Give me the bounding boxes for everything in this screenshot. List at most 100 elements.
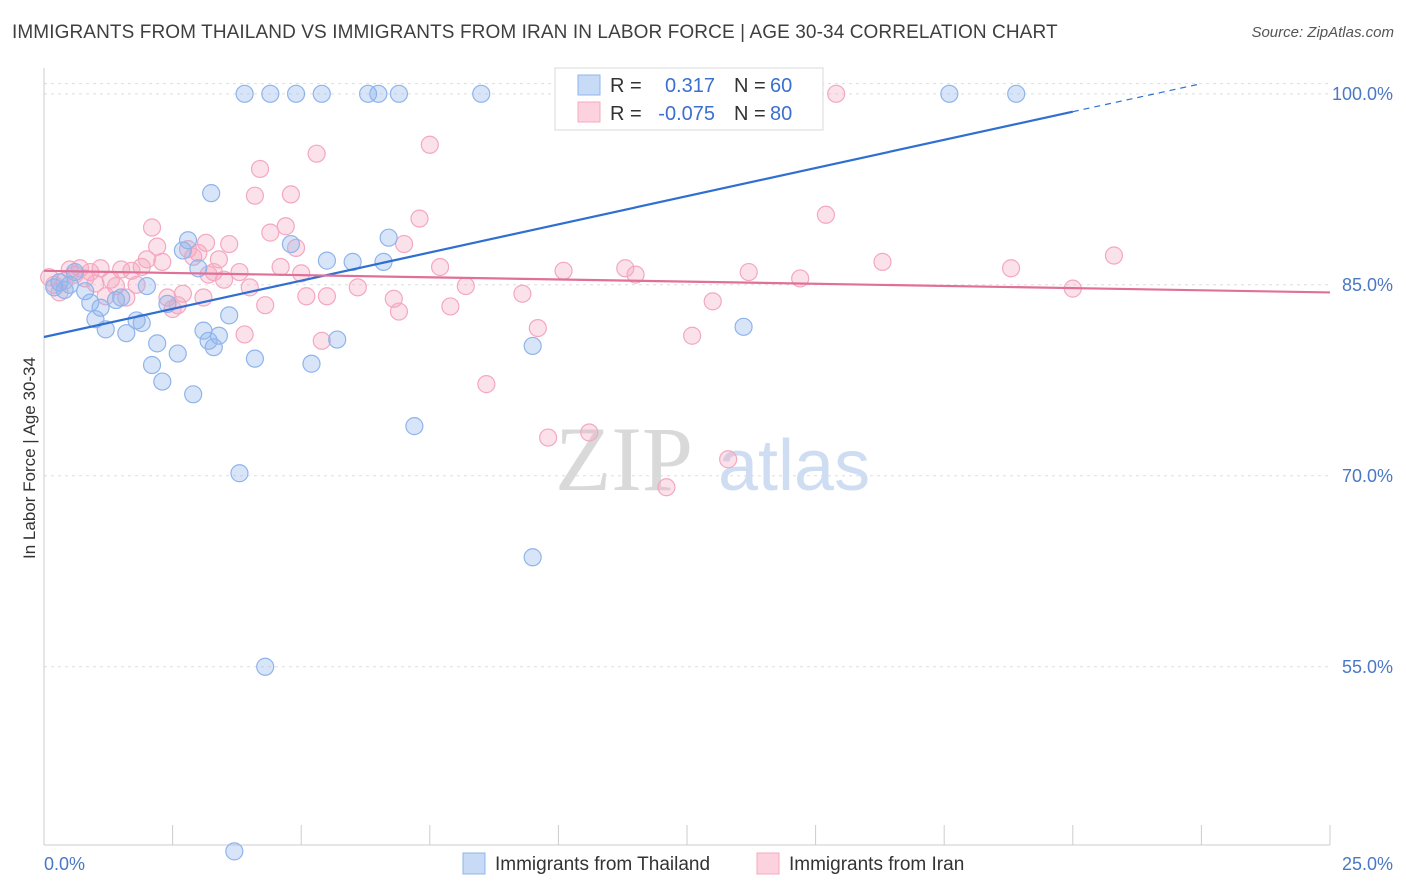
thailand-point: [106, 290, 126, 310]
stats-r-value-thailand: 0.317: [665, 75, 715, 97]
iran-point: [739, 262, 758, 282]
thailand-point: [220, 306, 239, 325]
iran-point: [261, 223, 280, 242]
trend-line-iran: [43, 269, 1331, 294]
iran-point: [1001, 259, 1021, 278]
thailand-point: [405, 417, 424, 436]
grid-lines: [44, 83, 1330, 668]
iran-point: [189, 243, 208, 263]
thailand-point: [225, 842, 244, 861]
source-label: Source: ZipAtlas.com: [1251, 24, 1394, 41]
thailand-point: [91, 298, 110, 317]
bottom-legend: Immigrants from Thailand Immigrants from…: [462, 852, 964, 875]
thailand-point: [209, 326, 228, 345]
stats-n-value-iran: 80: [770, 103, 792, 125]
iran-point: [394, 234, 414, 254]
stats-n-label-thailand: N =: [734, 75, 766, 97]
iran-point: [250, 159, 270, 179]
iran-point: [616, 259, 635, 278]
iran-point: [292, 264, 311, 283]
iran-point: [271, 257, 290, 277]
thailand-point: [281, 234, 301, 254]
iran-point: [148, 237, 167, 256]
iran-point: [626, 265, 645, 284]
iran-point: [297, 287, 316, 306]
iran-point: [348, 278, 367, 297]
y-tick-label: 70.0%: [1342, 466, 1393, 486]
thailand-point: [173, 241, 192, 260]
iran-point: [50, 283, 69, 302]
thailand-point: [734, 317, 753, 336]
axes: [43, 68, 1331, 846]
iran-point: [281, 185, 301, 204]
iran-point: [230, 262, 249, 282]
thailand-point: [1007, 84, 1026, 103]
y-tick-label: 85.0%: [1342, 275, 1393, 295]
iran-point: [158, 288, 177, 307]
iran-point: [513, 284, 532, 303]
stats-legend-swatch-thailand: [577, 74, 601, 96]
thailand-point: [261, 84, 280, 103]
iran-point: [441, 297, 460, 316]
iran-point: [683, 326, 702, 345]
iran-point: [703, 292, 722, 311]
thailand-point: [328, 330, 347, 349]
iran-point: [389, 302, 409, 321]
iran-point: [873, 252, 892, 271]
iran-point: [719, 450, 738, 469]
iran-point: [816, 205, 835, 224]
thailand-point: [286, 84, 306, 103]
iran-point: [477, 375, 496, 394]
iran-point: [539, 428, 558, 447]
thailand-point: [148, 334, 167, 353]
data-points: [40, 84, 1124, 861]
thailand-point: [317, 251, 337, 270]
iran-point: [196, 233, 216, 252]
legend-label-iran: Immigrants from Iran: [789, 854, 964, 875]
stats-r-value-iran: -0.075: [658, 103, 715, 125]
iran-point: [317, 287, 337, 306]
thailand-point: [202, 184, 221, 203]
iran-point: [420, 135, 439, 154]
thailand-point: [389, 84, 409, 103]
iran-point: [456, 276, 475, 296]
thailand-point: [940, 84, 959, 103]
iran-point: [209, 250, 228, 269]
iran-point: [657, 478, 676, 497]
tick-labels: 55.0% 70.0% 85.0% 100.0% 0.0% 25.0%: [44, 84, 1393, 874]
legend-swatch-iran: [756, 852, 780, 875]
iran-point: [122, 261, 141, 280]
thailand-point: [245, 349, 265, 368]
y-axis-label: In Labor Force | Age 30-34: [20, 357, 39, 559]
x-tick-label: 25.0%: [1342, 854, 1393, 874]
chart-title: IMMIGRANTS FROM THAILAND VS IMMIGRANTS F…: [12, 22, 1058, 43]
stats-n-value-thailand: 60: [770, 75, 792, 97]
thailand-point: [178, 231, 198, 250]
trend-lines: [43, 83, 1331, 339]
thailand-point: [168, 344, 187, 363]
watermark-atlas: atlas: [718, 426, 870, 506]
thailand-point: [142, 355, 162, 375]
iran-point: [245, 186, 265, 205]
y-tick-label: 55.0%: [1342, 657, 1393, 677]
iran-point: [235, 325, 254, 344]
thailand-point: [112, 288, 131, 307]
thailand-point: [55, 280, 74, 299]
y-tick-label: 100.0%: [1332, 84, 1393, 104]
iran-point: [214, 270, 234, 289]
thailand-point: [235, 84, 254, 103]
thailand-point: [312, 84, 331, 103]
stats-legend-swatch-iran: [577, 101, 601, 123]
trend-line-thailand: [43, 110, 1074, 339]
thailand-point: [230, 464, 249, 483]
thailand-point: [256, 657, 275, 676]
iran-point: [312, 331, 331, 350]
iran-point: [827, 84, 846, 103]
thailand-point: [204, 338, 223, 357]
iran-point: [528, 318, 547, 338]
thailand-point: [523, 336, 542, 356]
iran-point: [220, 234, 239, 254]
thailand-point: [358, 84, 378, 103]
thailand-point: [76, 282, 95, 301]
